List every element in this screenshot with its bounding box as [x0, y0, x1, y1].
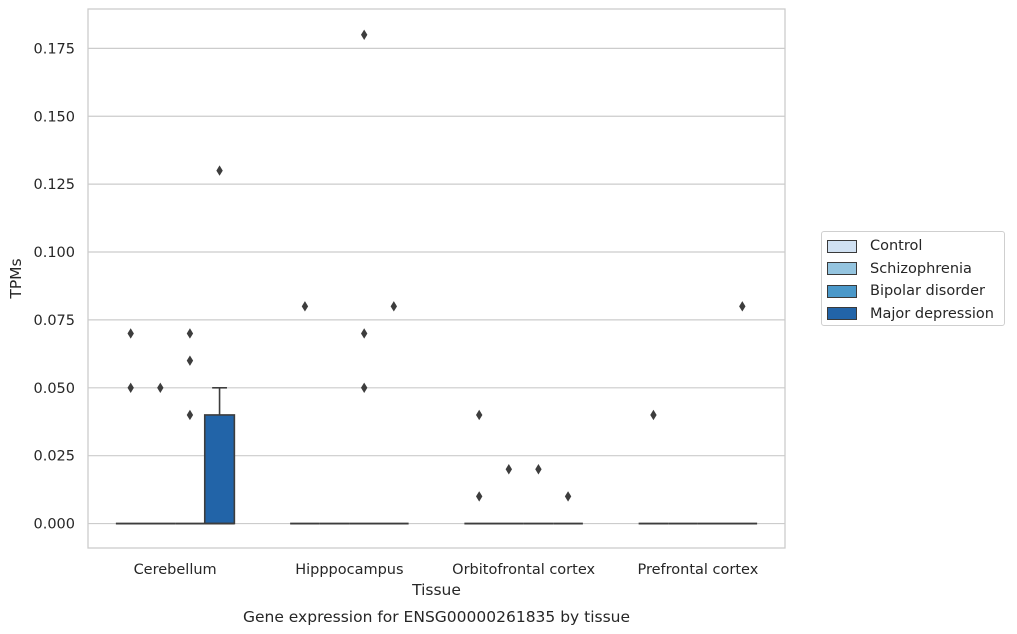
outlier-point — [739, 301, 746, 312]
legend-item-schizophrenia: Schizophrenia — [827, 258, 1004, 281]
legend-swatch-schizophrenia — [827, 262, 857, 276]
outlier-point — [390, 301, 398, 312]
y-axis-label: TPMs — [7, 258, 25, 299]
legend-swatch-bipolar-disorder — [827, 284, 857, 298]
x-axis-label: Tissue — [411, 581, 461, 599]
box — [203, 414, 236, 525]
legend-item-control: Control — [827, 235, 1004, 258]
chart-title: Gene expression for ENSG00000261835 by t… — [243, 608, 630, 626]
y-tick-label: 0.125 — [33, 177, 75, 193]
boxes — [115, 29, 758, 525]
legend-label-control: Control — [870, 238, 923, 254]
legend-label-major-depression: Major depression — [870, 305, 994, 322]
outlier-point — [360, 29, 368, 40]
gridlines — [88, 47, 785, 525]
x-tick-label: Hipppocampus — [295, 562, 403, 578]
legend-swatch-control — [827, 239, 857, 253]
outlier-point — [186, 409, 194, 421]
outlier-point — [127, 382, 134, 393]
y-tick-label: 0.000 — [33, 517, 75, 533]
plot-frame — [87, 8, 786, 549]
legend-label-schizophrenia: Schizophrenia — [870, 260, 972, 277]
x-tick-label: Cerebellum — [134, 562, 217, 578]
outlier-point — [186, 355, 194, 366]
y-tick-label: 0.100 — [33, 245, 75, 261]
outlier-point — [216, 165, 223, 176]
outlier-point — [650, 409, 657, 421]
outlier-point — [186, 328, 194, 339]
outlier-point — [475, 409, 483, 421]
y-tick-label: 0.075 — [33, 313, 75, 329]
outlier-point — [301, 301, 309, 312]
outlier-point — [157, 382, 164, 393]
outlier-point — [564, 491, 572, 502]
y-tick-label: 0.150 — [33, 109, 75, 125]
x-tick-label: Orbitofrontal cortex — [452, 562, 595, 578]
y-tick-label: 0.025 — [33, 449, 75, 465]
outlier-point — [127, 328, 134, 339]
legend-item-major-depression: Major depression — [827, 303, 1004, 326]
legend: Control Schizophrenia Bipolar disorder M… — [821, 231, 1005, 326]
x-tick-labels: Cerebellum Hipppocampus Orbitofrontal cort… — [134, 562, 759, 578]
outlier-point — [360, 382, 368, 393]
x-tick-label: Prefrontal cortex — [637, 562, 758, 578]
outlier-point — [535, 464, 542, 475]
outlier-point — [505, 464, 513, 475]
y-tick-labels: 0.000 0.025 0.050 0.075 0.100 0.125 0.150 0.175 — [33, 41, 75, 532]
legend-swatch-major-depression — [827, 307, 857, 321]
outlier-point — [360, 328, 368, 339]
legend-item-bipolar-disorder: Bipolar disorder — [827, 280, 1004, 303]
y-tick-label: 0.050 — [33, 381, 75, 397]
outlier-point — [475, 491, 483, 502]
y-tick-label: 0.175 — [33, 41, 75, 57]
legend-label-bipolar-disorder: Bipolar disorder — [870, 283, 985, 299]
